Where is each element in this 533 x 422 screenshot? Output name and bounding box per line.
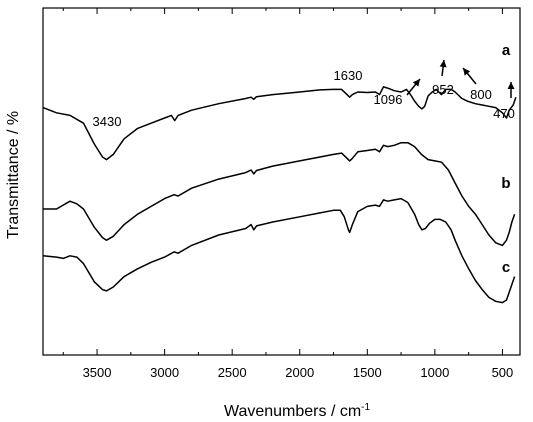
annotation-arrowhead-952	[439, 60, 447, 68]
x-tick-label-2000: 2000	[285, 365, 314, 380]
series-b-line	[43, 141, 516, 247]
x-tick-label-2500: 2500	[218, 365, 247, 380]
annotation-470: 470	[493, 106, 515, 121]
series-layer: a b c	[42, 42, 517, 304]
x-tick-label-3000: 3000	[150, 365, 179, 380]
series-c-line	[42, 197, 516, 304]
annotation-3430: 3430	[93, 114, 122, 129]
plot-frame	[42, 7, 521, 356]
series-a-line	[42, 86, 517, 161]
axes: 3500 3000 2500 2000 1500 1000 500	[42, 7, 521, 380]
annotation-1630: 1630	[334, 68, 363, 83]
x-axis-title: Wavenumbers / cm-1	[224, 402, 371, 420]
series-a-label: a	[502, 42, 511, 59]
x-tick-label-500: 500	[492, 365, 514, 380]
annotation-arrowhead-1096	[412, 79, 420, 87]
series-c-label: c	[502, 259, 510, 276]
series-b-label: b	[501, 175, 510, 192]
x-axis-title-text: Wavenumbers / cm	[224, 403, 361, 420]
annotation-arrowhead-800	[463, 68, 471, 76]
x-tick-label-1000: 1000	[420, 365, 449, 380]
x-axis-title-superscript: -1	[361, 402, 370, 413]
y-axis-title: Transmittance / %	[5, 111, 22, 239]
annotation-1096: 1096	[374, 92, 403, 107]
annotation-800: 800	[470, 87, 492, 102]
annotation-arrowhead-470	[507, 82, 515, 89]
annotation-952: 952	[432, 82, 454, 97]
x-tick-label-3500: 3500	[83, 365, 112, 380]
x-tick-label-1500: 1500	[353, 365, 382, 380]
